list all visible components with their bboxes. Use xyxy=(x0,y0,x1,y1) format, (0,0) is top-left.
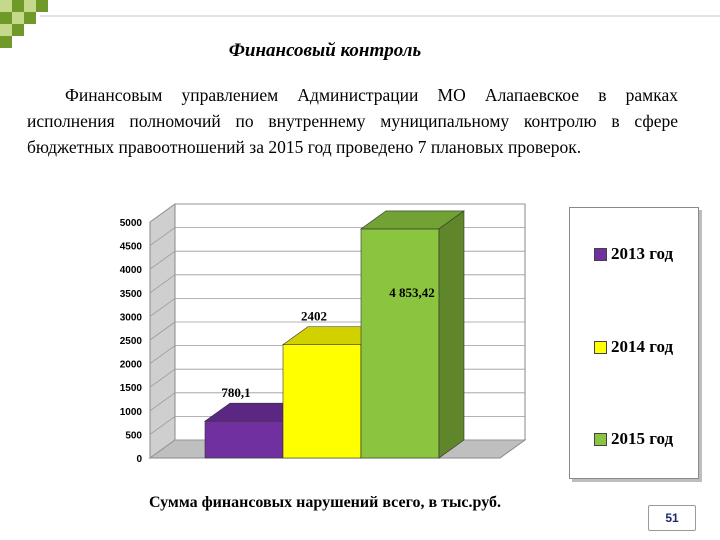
chart-bars xyxy=(204,210,465,459)
bar-3-front xyxy=(360,228,440,459)
gridline-side xyxy=(149,439,176,459)
gridline-side xyxy=(149,416,176,435)
y-tick-label: 1500 xyxy=(120,383,143,394)
y-axis-ticks: 0 500 1000 1500 2000 2500 3000 3500 4000 4500 5000 xyxy=(120,218,143,465)
gridline-side xyxy=(149,203,176,223)
y-tick-label: 5000 xyxy=(120,218,143,229)
y-tick-label: 4000 xyxy=(120,265,143,276)
y-tick-label: 3000 xyxy=(120,312,143,323)
y-tick-label: 0 xyxy=(136,454,142,465)
gridline-side xyxy=(149,250,176,270)
bar-1-front xyxy=(204,420,284,459)
gridline-side xyxy=(149,392,176,412)
legend-item-2014: 2014 год xyxy=(594,337,673,357)
legend-item-2015: 2015 год xyxy=(594,429,673,449)
page-title: Финансовый контроль xyxy=(228,40,422,61)
chart-legend: 2013 год 2014 год 2015 год xyxy=(569,207,699,479)
page-number: 51 xyxy=(648,505,696,531)
bar-chart: 0 500 1000 1500 2000 2500 3000 3500 4000 4500 5000… xyxy=(120,203,527,465)
legend-swatch-2013 xyxy=(594,247,607,261)
y-tick-label: 2000 xyxy=(120,360,143,371)
intro-paragraph: Финансовым управлением Администрации МО … xyxy=(27,85,678,157)
gridline-side xyxy=(149,345,176,364)
legend-item-2013: 2013 год xyxy=(594,244,673,264)
legend-label-2013: 2013 год xyxy=(611,244,674,263)
data-label-2: 2402 xyxy=(301,309,327,324)
gridline-side xyxy=(149,274,176,294)
legend-swatch-2014 xyxy=(594,340,607,354)
data-label-3: 4 853,42 xyxy=(389,285,435,300)
data-label-1: 780,1 xyxy=(221,385,250,400)
data-labels: 780,1 2402 4 853,42 xyxy=(221,285,434,400)
decorative-corner-squares xyxy=(0,0,720,48)
y-tick-label: 500 xyxy=(125,430,142,441)
bar-3-side xyxy=(438,210,465,459)
y-tick-label: 4500 xyxy=(120,242,143,253)
legend-label-2015: 2015 год xyxy=(611,429,674,448)
x-axis-label: Сумма финансовых нарушений всего, в тыс.… xyxy=(148,494,502,511)
legend-swatch-2015 xyxy=(594,432,607,446)
y-tick-label: 3500 xyxy=(120,289,143,300)
gridline-side xyxy=(149,321,176,341)
gridline-side xyxy=(149,227,176,246)
y-tick-label: 1000 xyxy=(120,407,143,418)
gridline-side xyxy=(149,368,176,388)
bar-2-front xyxy=(282,344,362,459)
gridline-side xyxy=(149,298,176,317)
legend-label-2014: 2014 год xyxy=(611,337,674,356)
y-tick-label: 2500 xyxy=(120,336,143,347)
